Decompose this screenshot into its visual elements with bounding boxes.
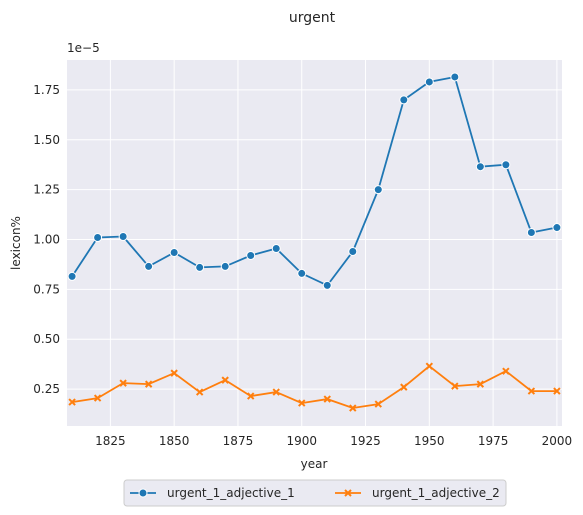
data-point [348,246,358,256]
data-point [93,394,102,402]
y-tick-label: 1.50 [33,133,60,147]
series-line [71,365,557,409]
legend-label: urgent_1_adjective_2 [372,486,500,500]
data-point [400,383,408,391]
data-point [553,387,561,395]
data-point [144,380,153,388]
data-point [221,376,229,384]
y-tick-label: 1.00 [33,233,60,247]
data-point [170,369,178,377]
y-tick-label: 0.50 [33,332,60,346]
y-tick-label: 0.25 [33,382,60,396]
data-point [298,399,306,407]
y-tick-label: 0.75 [33,282,60,296]
data-point [349,404,357,412]
data-point [502,367,510,375]
legend-entry: urgent_1_adjective_2 [335,486,500,500]
data-point [271,243,281,253]
chart-title: urgent [289,10,336,26]
legend-entry: urgent_1_adjective_1 [130,486,295,500]
data-point [169,247,179,257]
data-point [424,77,434,87]
legend-box [123,479,507,507]
series-line [71,75,558,287]
x-tick-label: 2000 [542,434,573,448]
data-point [527,387,536,395]
series-urgent_1_adjective_2 [68,362,561,412]
data-point [93,233,103,243]
data-point [425,362,434,370]
x-axis-label: year [301,457,328,471]
x-tick-label: 1850 [159,434,190,448]
data-point [374,400,382,408]
legend-label: urgent_1_adjective_1 [167,486,295,500]
x-tick-label: 1825 [95,434,126,448]
data-point [195,388,204,396]
data-point [323,395,331,403]
y-axis-label: lexicon% [9,216,23,270]
data-point [272,388,280,396]
y-tick-label: 1.25 [33,183,60,197]
data-point [450,72,460,82]
data-point [344,489,352,497]
data-point [67,271,77,281]
data-point [220,261,230,271]
data-point [118,232,128,242]
x-tick-label: 1925 [350,434,381,448]
data-point [246,250,256,260]
data-point [144,261,154,271]
data-point [138,488,148,498]
data-point [526,228,536,238]
series-layer [67,72,562,412]
x-tick-label: 1875 [223,434,254,448]
x-tick-label: 1900 [286,434,317,448]
data-point [119,379,127,387]
data-point [297,268,307,278]
data-point [399,95,409,105]
data-point [68,398,76,406]
data-point [451,382,459,390]
y-offset-text: 1e−5 [67,41,100,55]
x-axis-ticks: 1825 1850 1875 1900 1925 1950 1975 2000 [95,434,572,448]
data-point [195,262,205,272]
data-point [475,162,485,172]
x-tick-label: 1950 [414,434,445,448]
data-point [322,280,332,290]
data-point [501,160,511,170]
y-axis-ticks: 0.25 0.50 0.75 1.00 1.25 1.50 1.75 [33,83,60,396]
plot-area [67,60,562,426]
x-tick-label: 1975 [478,434,509,448]
legend: urgent_1_adjective_1 urgent_1_adjective_2 [123,479,507,507]
data-point [552,223,562,233]
series-urgent_1_adjective_1 [67,72,562,290]
data-point [373,185,383,195]
y-tick-label: 1.75 [33,83,60,97]
legend-entries: urgent_1_adjective_1 urgent_1_adjective_2 [130,486,500,500]
data-point [247,392,255,400]
data-point [476,380,485,388]
